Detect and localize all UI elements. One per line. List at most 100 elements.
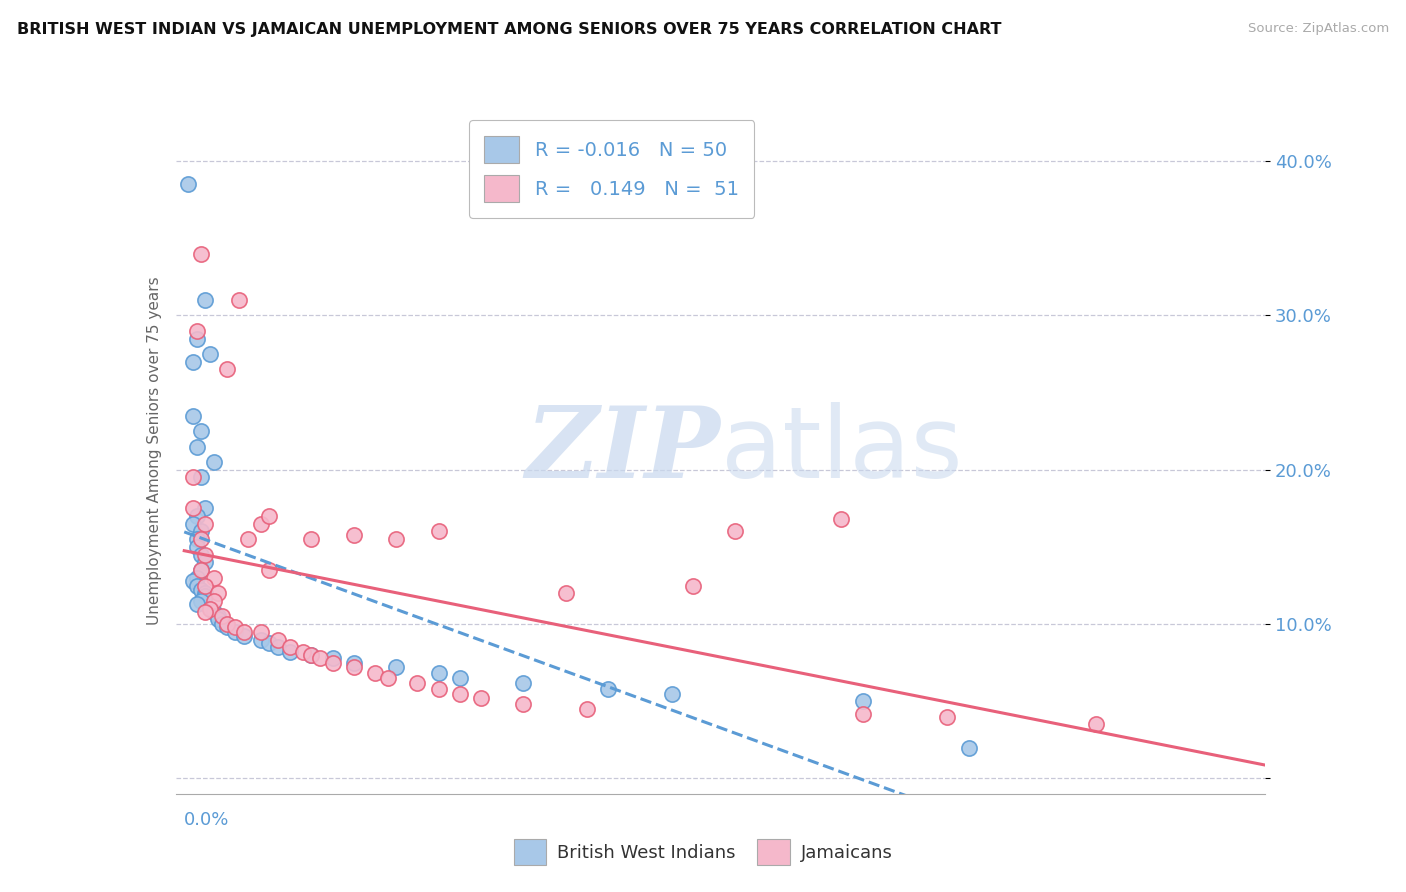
Point <box>202 605 225 619</box>
Point <box>211 609 233 624</box>
Point <box>198 601 221 615</box>
Text: atlas: atlas <box>721 402 962 499</box>
Point <box>207 612 229 626</box>
Point <box>181 355 204 369</box>
Point <box>322 656 344 670</box>
Point <box>186 571 208 585</box>
Point <box>1084 717 1107 731</box>
Point <box>682 578 704 592</box>
Point <box>177 178 200 192</box>
Point <box>236 532 259 546</box>
Point <box>343 660 366 674</box>
Point <box>186 532 208 546</box>
Point <box>249 632 271 647</box>
Point <box>830 512 852 526</box>
Point <box>194 501 217 516</box>
Point <box>194 578 217 592</box>
Point <box>576 702 599 716</box>
Point <box>406 675 429 690</box>
Point <box>202 594 225 608</box>
Point <box>299 648 322 662</box>
Point <box>186 578 208 592</box>
Point <box>385 532 408 546</box>
Point <box>257 635 280 649</box>
Point <box>190 563 212 577</box>
Legend: British West Indians, Jamaicans: British West Indians, Jamaicans <box>506 832 900 872</box>
Point <box>232 624 254 639</box>
Point <box>181 516 204 531</box>
Point <box>449 687 471 701</box>
Point <box>190 594 212 608</box>
Text: ZIP: ZIP <box>526 402 721 499</box>
Point <box>385 660 408 674</box>
Point <box>224 624 246 639</box>
Point <box>186 509 208 524</box>
Point <box>343 656 366 670</box>
Point <box>198 347 221 361</box>
Point <box>427 666 450 681</box>
Point <box>224 620 246 634</box>
Point <box>207 586 229 600</box>
Point <box>181 501 204 516</box>
Point <box>186 332 208 346</box>
Point <box>190 424 212 438</box>
Point <box>936 709 959 723</box>
Point <box>194 516 217 531</box>
Point <box>266 632 288 647</box>
Point <box>852 694 875 708</box>
Legend: R = -0.016   N = 50, R =   0.149   N =  51: R = -0.016 N = 50, R = 0.149 N = 51 <box>468 120 755 218</box>
Point <box>299 532 322 546</box>
Point <box>194 605 217 619</box>
Point <box>299 648 322 662</box>
Point <box>957 740 980 755</box>
Point <box>598 681 620 696</box>
Point <box>724 524 747 539</box>
Point <box>215 620 238 634</box>
Point <box>181 574 204 588</box>
Point <box>427 681 450 696</box>
Point <box>249 624 271 639</box>
Point <box>181 470 204 484</box>
Point <box>852 706 875 721</box>
Point <box>512 698 534 712</box>
Point <box>186 440 208 454</box>
Point <box>190 246 212 260</box>
Text: Source: ZipAtlas.com: Source: ZipAtlas.com <box>1249 22 1389 36</box>
Point <box>194 555 217 569</box>
Point <box>291 645 314 659</box>
Point <box>257 563 280 577</box>
Point <box>190 583 212 598</box>
Point <box>202 571 225 585</box>
Point <box>661 687 683 701</box>
Point <box>470 691 492 706</box>
Text: BRITISH WEST INDIAN VS JAMAICAN UNEMPLOYMENT AMONG SENIORS OVER 75 YEARS CORRELA: BRITISH WEST INDIAN VS JAMAICAN UNEMPLOY… <box>17 22 1001 37</box>
Point <box>343 527 366 541</box>
Point <box>190 470 212 484</box>
Point <box>266 640 288 655</box>
Point <box>194 590 217 604</box>
Point <box>364 666 387 681</box>
Point <box>190 548 212 562</box>
Point <box>202 455 225 469</box>
Point <box>278 645 301 659</box>
Point <box>215 362 238 376</box>
Point <box>228 293 250 307</box>
Point <box>186 324 208 338</box>
Point <box>194 548 217 562</box>
Point <box>194 586 217 600</box>
Point <box>190 532 212 546</box>
Point <box>427 524 450 539</box>
Y-axis label: Unemployment Among Seniors over 75 years: Unemployment Among Seniors over 75 years <box>146 277 162 624</box>
Point <box>181 409 204 423</box>
Point <box>194 293 217 307</box>
Point <box>554 586 576 600</box>
Point <box>278 640 301 655</box>
Point <box>207 609 229 624</box>
Point <box>249 516 271 531</box>
Point <box>215 617 238 632</box>
Point <box>449 671 471 685</box>
Point <box>257 509 280 524</box>
Point <box>377 671 399 685</box>
Point <box>186 597 208 611</box>
Point <box>512 675 534 690</box>
